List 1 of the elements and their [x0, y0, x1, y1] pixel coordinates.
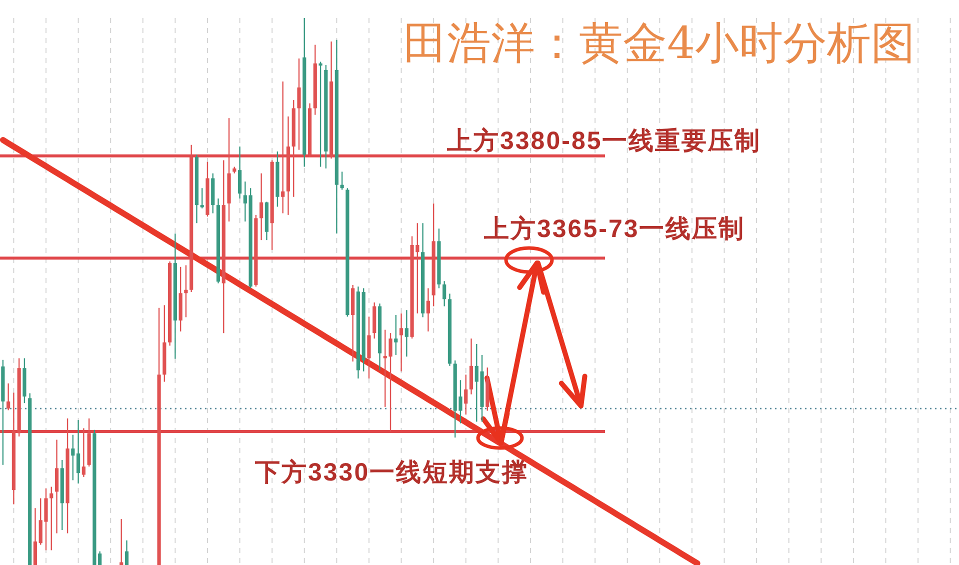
- title: 田浩洋：黄金4小时分析图: [403, 18, 915, 69]
